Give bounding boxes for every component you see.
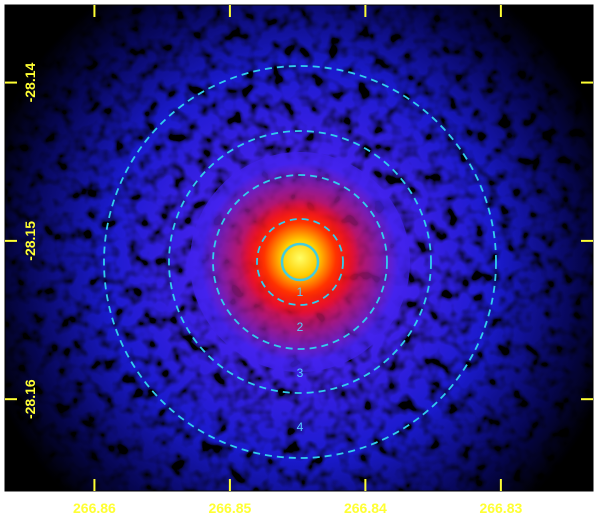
- y-tick-label: -28.15: [22, 221, 38, 261]
- y-tick-label: -28.16: [22, 379, 38, 419]
- region-ring: [168, 130, 432, 394]
- region-ring: [280, 242, 320, 282]
- region-label: 1: [297, 285, 304, 299]
- region-label: 4: [297, 420, 304, 434]
- x-tick-label: 266.84: [344, 500, 387, 516]
- region-ring: [103, 65, 497, 459]
- y-tick-label: -28.14: [22, 63, 38, 103]
- region-ring: [256, 218, 344, 306]
- frame: [4, 4, 594, 492]
- regions: [103, 65, 497, 459]
- x-tick-label: 266.86: [73, 500, 116, 516]
- region-label: 3: [297, 366, 304, 380]
- region-label: 2: [297, 320, 304, 334]
- x-tick-label: 266.85: [208, 500, 251, 516]
- core: [240, 198, 360, 318]
- region-ring: [212, 174, 388, 350]
- x-tick-label: 266.83: [479, 500, 522, 516]
